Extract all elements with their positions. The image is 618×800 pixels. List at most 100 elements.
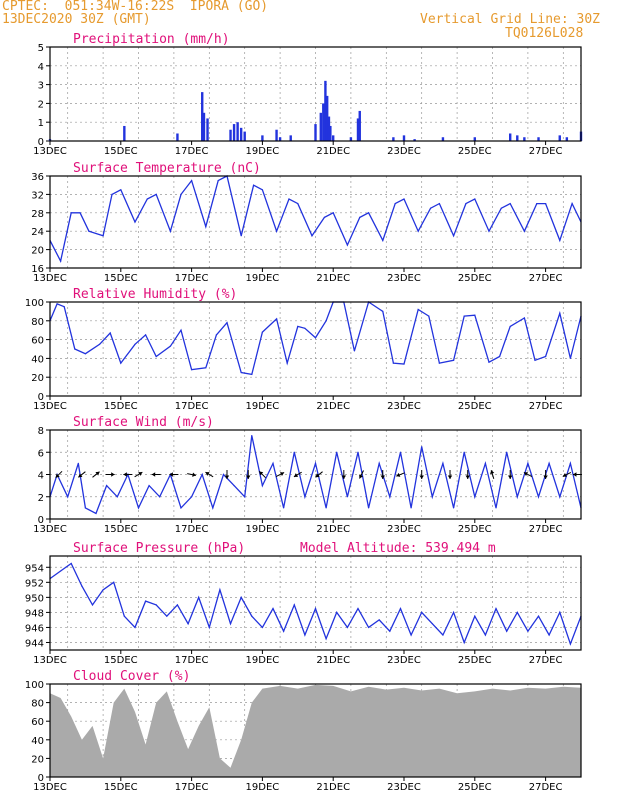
data-point bbox=[495, 507, 497, 509]
data-point bbox=[325, 638, 327, 640]
data-point bbox=[275, 230, 278, 232]
y-tick-label: 20 bbox=[31, 754, 44, 765]
wind-arrow bbox=[508, 470, 513, 479]
panel-0: 0 1 2 3 4 5 13DEC 15DEC 17DEC 19DEC 21DEC 23DEC 25DE… bbox=[33, 32, 583, 157]
x-tick-label: 23DEC bbox=[387, 524, 421, 535]
wind-arrow bbox=[105, 472, 115, 477]
data-point bbox=[251, 434, 253, 437]
y-tick-label: 3 bbox=[38, 81, 44, 92]
y-tick-label: 80 bbox=[31, 317, 44, 328]
series-line bbox=[49, 300, 582, 376]
x-tick-label: 25DEC bbox=[458, 655, 492, 666]
data-point bbox=[509, 325, 511, 328]
precip-bar bbox=[473, 137, 476, 141]
x-tick-label: 19DEC bbox=[246, 782, 280, 793]
data-point bbox=[222, 473, 225, 476]
x-tick-label: 13DEC bbox=[33, 401, 67, 412]
x-tick-label: 17DEC bbox=[175, 782, 209, 793]
data-point bbox=[261, 626, 263, 629]
data-point bbox=[215, 334, 217, 336]
header-code: TQ0126L028 bbox=[505, 26, 584, 41]
data-point bbox=[452, 611, 455, 614]
data-point bbox=[346, 244, 348, 246]
data-point bbox=[336, 451, 338, 453]
wind-arrow bbox=[134, 471, 143, 478]
data-point bbox=[272, 462, 274, 464]
panel-3: 0 2 4 6 8 13DEC 15DEC 17DEC 19DEC 21DEC 23DEC 25DEC… bbox=[33, 415, 582, 535]
x-tick-label: 23DEC bbox=[387, 401, 421, 412]
data-point bbox=[217, 180, 219, 182]
data-point bbox=[155, 355, 157, 358]
x-tick-label: 21DEC bbox=[316, 524, 350, 535]
series-line bbox=[49, 175, 582, 264]
data-point bbox=[463, 641, 465, 644]
x-tick-label: 27DEC bbox=[529, 273, 563, 284]
wind-arrow bbox=[396, 472, 405, 477]
y-tick-label: 28 bbox=[31, 209, 44, 220]
x-tick-label: 15DEC bbox=[104, 524, 138, 535]
data-point bbox=[272, 608, 274, 610]
data-point bbox=[516, 496, 518, 498]
header-station: CPTEC: 051:34W-16:22S IPORA (GO) bbox=[2, 0, 269, 14]
data-point bbox=[506, 451, 508, 453]
data-point bbox=[79, 212, 81, 214]
wind-arrow bbox=[380, 470, 385, 479]
panel-title: Precipitation (mm/h) bbox=[73, 32, 230, 47]
y-tick-label: 1 bbox=[38, 118, 44, 129]
data-point bbox=[325, 320, 327, 322]
data-point bbox=[399, 608, 402, 610]
data-point bbox=[208, 626, 210, 629]
data-point bbox=[359, 216, 361, 218]
data-point bbox=[429, 207, 432, 209]
data-point bbox=[527, 630, 529, 632]
data-point bbox=[67, 496, 69, 498]
data-point bbox=[545, 355, 547, 358]
data-point bbox=[84, 507, 86, 509]
wind-arrow bbox=[293, 471, 302, 478]
data-point bbox=[109, 332, 111, 334]
data-point bbox=[56, 303, 58, 305]
wind-arrow bbox=[315, 471, 323, 478]
panel-frame bbox=[49, 429, 582, 520]
wind-arrow bbox=[169, 472, 179, 477]
wind-arrow bbox=[465, 470, 470, 479]
data-point bbox=[60, 260, 62, 262]
data-point bbox=[527, 462, 529, 464]
data-point bbox=[134, 626, 136, 629]
data-point bbox=[392, 362, 394, 364]
data-point bbox=[509, 203, 511, 205]
header-vgrid: Vertical Grid Line: 30Z bbox=[420, 12, 601, 27]
wind-arrow bbox=[419, 470, 424, 479]
precip-bar bbox=[413, 139, 416, 141]
data-point bbox=[357, 451, 359, 453]
y-tick-label: 20 bbox=[31, 373, 44, 384]
precip-bar bbox=[236, 122, 239, 141]
data-point bbox=[403, 198, 405, 200]
x-tick-label: 25DEC bbox=[458, 401, 492, 412]
x-tick-label: 27DEC bbox=[529, 146, 563, 157]
data-point bbox=[187, 623, 189, 625]
data-point bbox=[297, 325, 299, 328]
data-point bbox=[120, 189, 122, 191]
wind-arrow bbox=[151, 472, 161, 477]
panel-frame bbox=[49, 555, 582, 651]
data-point bbox=[91, 604, 94, 606]
x-tick-label: 15DEC bbox=[104, 146, 138, 157]
wind-arrow bbox=[78, 471, 86, 478]
x-tick-label: 23DEC bbox=[387, 782, 421, 793]
panel-title: Cloud Cover (%) bbox=[73, 669, 190, 684]
data-point bbox=[336, 611, 338, 614]
y-tick-label: 40 bbox=[31, 736, 44, 747]
data-point bbox=[353, 350, 356, 352]
panel-1: 16 20 24 28 32 36 13DEC 15DEC 17DEC 19DEC 21DEC 23D… bbox=[31, 161, 582, 284]
data-point bbox=[180, 329, 182, 331]
data-point bbox=[559, 239, 561, 241]
data-point bbox=[394, 203, 396, 205]
wind-arrow bbox=[359, 470, 364, 479]
wind-arrow bbox=[447, 470, 453, 479]
data-point bbox=[81, 585, 83, 587]
y-tick-label: 946 bbox=[25, 623, 44, 634]
data-point bbox=[516, 611, 518, 614]
x-tick-label: 23DEC bbox=[387, 146, 421, 157]
data-point bbox=[389, 496, 391, 498]
